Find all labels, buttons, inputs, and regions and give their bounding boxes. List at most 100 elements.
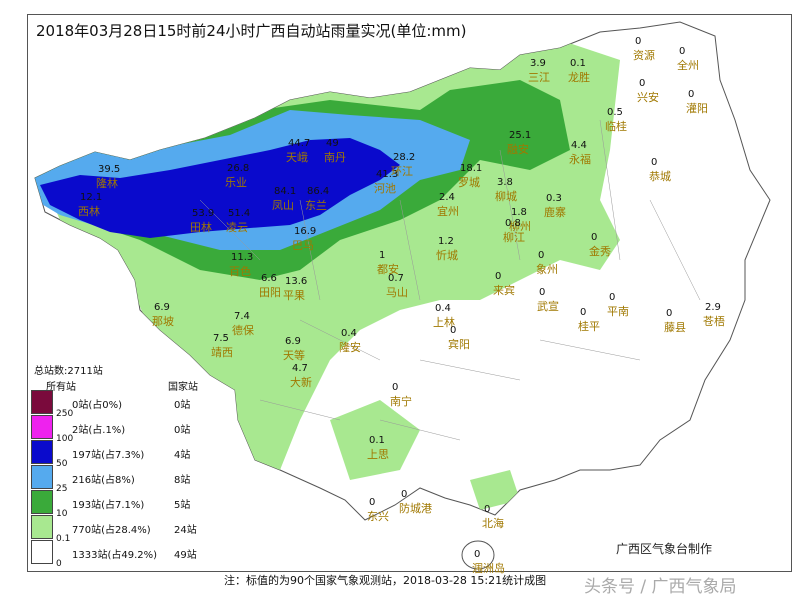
station-name: 东兴 (367, 510, 389, 523)
station-value: 0 (580, 307, 587, 318)
station-value: 2.9 (705, 302, 721, 313)
station-value: 4.4 (571, 140, 587, 151)
station-name: 大新 (290, 376, 312, 389)
station-name: 来宾 (493, 284, 515, 297)
station-value: 86.4 (307, 186, 330, 197)
station-value: 0 (651, 157, 658, 168)
station-name: 藤县 (664, 321, 686, 334)
station-value: 12.1 (80, 192, 103, 203)
station-name: 天等 (283, 349, 305, 362)
station-name: 凤山 (272, 199, 294, 212)
legend-swatch (31, 515, 53, 539)
station-name: 柳城 (495, 190, 517, 203)
station-name: 南丹 (324, 151, 346, 164)
station-value: 0 (474, 549, 481, 560)
legend-national-count: 4站 (174, 450, 191, 461)
station-value: 0.1 (570, 58, 586, 69)
station-name: 罗城 (458, 176, 480, 189)
rainfall-fill (35, 40, 620, 510)
station-value: 41.3 (376, 169, 399, 180)
legend-all-count: 216站(占8%) (72, 475, 135, 486)
station-name: 防城港 (399, 502, 432, 515)
station-value: 0 (484, 504, 491, 515)
station-value: 39.5 (98, 164, 121, 175)
station-value: 25.1 (509, 130, 532, 141)
map-maker: 广西区气象台制作 (616, 542, 713, 556)
station-value: 2.4 (439, 192, 455, 203)
legend-swatch (31, 490, 53, 514)
station-name: 那坡 (152, 315, 174, 328)
station-value: 0.3 (546, 193, 562, 204)
station-name: 全州 (677, 59, 699, 72)
station-name: 象州 (536, 263, 558, 276)
legend-all-count: 770站(占28.4%) (72, 525, 151, 536)
legend-threshold: 100 (56, 434, 74, 444)
island (461, 540, 495, 570)
station-value: 11.3 (231, 252, 254, 263)
station-value: 0.4 (341, 328, 357, 339)
station-name: 永福 (569, 153, 591, 166)
station-value: 0 (679, 46, 686, 57)
legend-threshold: 50 (56, 459, 68, 469)
station-name: 德保 (232, 324, 254, 337)
station-name: 宾阳 (448, 338, 470, 351)
legend-swatch (31, 465, 53, 489)
station-name: 资源 (633, 49, 655, 62)
station-value: 0 (609, 292, 616, 303)
station-name: 苍梧 (703, 315, 725, 328)
legend-swatch (31, 440, 53, 464)
station-name: 平南 (607, 305, 629, 318)
legend-threshold: 250 (56, 409, 74, 419)
station-value: 0.4 (435, 303, 451, 314)
legend-national-count: 5站 (174, 500, 191, 511)
station-name: 巴马 (292, 239, 314, 252)
station-name: 恭城 (649, 170, 671, 183)
station-value: 53.9 (192, 208, 215, 219)
station-value: 16.9 (294, 226, 317, 237)
legend-swatch (31, 415, 53, 439)
station-value: 44.7 (288, 138, 311, 149)
station-name: 南宁 (390, 395, 412, 408)
station-name: 河池 (374, 182, 396, 195)
station-name: 上林 (433, 316, 455, 329)
legend-threshold: 25 (56, 484, 68, 494)
station-value: 1.2 (438, 236, 454, 247)
station-value: 0 (688, 89, 695, 100)
station-value: 51.4 (228, 208, 251, 219)
station-name: 涠洲岛 (472, 562, 505, 575)
station-value: 84.1 (274, 186, 297, 197)
station-name: 融安 (507, 143, 529, 156)
station-value: 26.8 (227, 163, 250, 174)
station-value: 0 (495, 271, 502, 282)
station-name: 马山 (386, 286, 408, 299)
station-value: 0 (401, 489, 408, 500)
station-value: 0 (538, 250, 545, 261)
station-name: 西林 (78, 205, 100, 218)
station-name: 灌阳 (686, 102, 708, 115)
station-name: 宜州 (437, 205, 459, 218)
legend-national-count: 49站 (174, 550, 197, 561)
station-value: 0.8 (505, 218, 521, 229)
legend-national-count: 24站 (174, 525, 197, 536)
station-value: 6.9 (285, 336, 301, 347)
station-value: 0 (639, 78, 646, 89)
station-value: 6.6 (261, 273, 277, 284)
legend-swatch (31, 540, 53, 564)
station-value: 0 (369, 497, 376, 508)
station-value: 49 (326, 138, 339, 149)
legend-all-count: 0站(占0%) (72, 400, 123, 411)
station-name: 天峨 (286, 151, 308, 164)
station-name: 凌云 (226, 221, 248, 234)
station-name: 北海 (482, 517, 504, 530)
station-value: 7.5 (213, 333, 229, 344)
legend-threshold: 0.1 (56, 534, 71, 544)
station-name: 都安 (377, 263, 399, 276)
legend-national-count: 0站 (174, 425, 191, 436)
station-value: 0 (392, 382, 399, 393)
station-value: 0 (591, 232, 598, 243)
station-value: 13.6 (285, 276, 308, 287)
station-name: 靖西 (211, 346, 233, 359)
footnote: 注：标值的为90个国家气象观测站，2018-03-28 15:21统计成图 (224, 574, 547, 587)
watermark: 头条号 / 广西气象局 (584, 577, 737, 597)
station-name: 兴安 (637, 91, 659, 104)
